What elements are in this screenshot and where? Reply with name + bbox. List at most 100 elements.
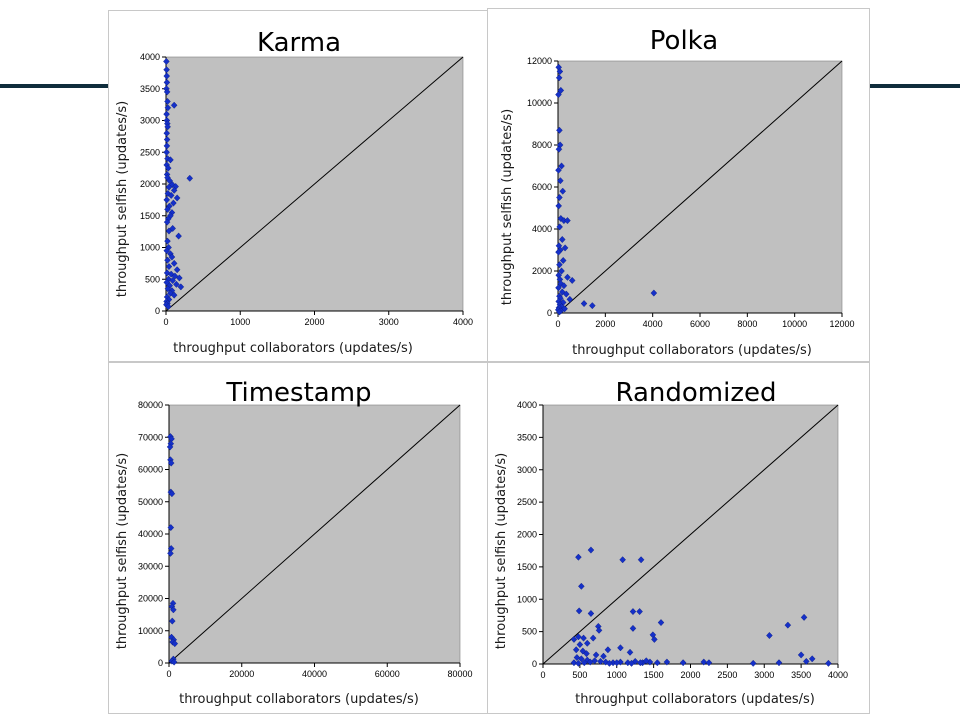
- data-point: [555, 284, 562, 292]
- data-point: [165, 263, 173, 271]
- data-point: [578, 655, 585, 663]
- data-point: [163, 129, 171, 137]
- y-tick-label: 0: [532, 659, 537, 669]
- data-point: [578, 582, 585, 590]
- x-tick-label: 2500: [717, 670, 737, 680]
- x-tick-label: 2000: [304, 317, 324, 327]
- data-point: [568, 276, 576, 284]
- title-rule-left: [0, 84, 110, 88]
- data-point: [555, 248, 562, 256]
- data-point: [557, 280, 565, 288]
- data-point: [170, 186, 178, 194]
- y-tick-label: 40000: [138, 529, 163, 539]
- data-point: [557, 86, 565, 94]
- y-tick-label: 8000: [532, 140, 552, 150]
- data-point: [629, 608, 637, 616]
- data-point: [173, 280, 180, 288]
- data-point: [642, 657, 650, 665]
- x-axis-label: throughput collaborators (updates/s): [179, 692, 419, 707]
- data-point: [583, 650, 590, 658]
- x-tick-label: 20000: [229, 669, 254, 679]
- data-point: [166, 443, 174, 451]
- chart-title: Randomized: [615, 378, 776, 408]
- data-point: [163, 247, 171, 255]
- data-point: [575, 607, 583, 615]
- karma-chart: 0 1000 2000 3000 4000 0 500 1000 1500 2000 2500 300…: [115, 28, 473, 356]
- y-tick-label: 3500: [517, 432, 537, 442]
- data-point: [580, 300, 588, 308]
- data-point: [604, 646, 612, 654]
- data-point: [556, 308, 563, 316]
- y-tick-label: 50000: [138, 497, 163, 507]
- x-tick-label: 80000: [447, 669, 472, 679]
- data-point: [165, 183, 173, 191]
- data-point: [164, 205, 171, 213]
- data-point: [164, 303, 172, 311]
- y-tick-label: 80000: [138, 400, 163, 410]
- data-point: [560, 282, 568, 290]
- data-point: [628, 659, 635, 667]
- data-point: [637, 556, 645, 564]
- data-point: [164, 190, 172, 198]
- x-tick-label: 10000: [782, 319, 807, 329]
- x-axis-label: throughput collaborators (updates/s): [575, 692, 815, 707]
- data-point: [168, 617, 176, 625]
- y-tick-label: 1500: [517, 562, 537, 572]
- x-tick-label: 0: [163, 317, 168, 327]
- x-tick-label: 0: [555, 319, 560, 329]
- x-tick-label: 4000: [643, 319, 663, 329]
- x-tick-label: 12000: [829, 319, 854, 329]
- data-point: [561, 244, 569, 252]
- x-tick-label: 3000: [379, 317, 399, 327]
- data-point: [679, 659, 687, 667]
- data-point: [600, 652, 607, 660]
- data-point: [555, 202, 562, 210]
- data-point: [177, 283, 185, 291]
- data-point: [808, 655, 816, 663]
- data-point: [602, 658, 609, 666]
- y-tick-label: 0: [155, 306, 160, 316]
- data-point: [175, 232, 182, 240]
- x-tick-label: 2000: [595, 319, 615, 329]
- data-point: [163, 57, 170, 65]
- y-tick-label: 4000: [517, 400, 537, 410]
- data-point: [163, 88, 171, 96]
- data-point: [800, 613, 808, 621]
- randomized-chart: 0 500 1000 1500 2000 2500 3000 3500 4000 0 500 1000…: [494, 378, 848, 707]
- data-point: [606, 659, 613, 667]
- data-point: [651, 635, 658, 643]
- diagonal-reference-line: [542, 404, 839, 665]
- data-point: [164, 164, 172, 172]
- data-point: [173, 266, 181, 274]
- data-point: [555, 74, 563, 82]
- data-point: [186, 174, 194, 182]
- data-point: [163, 218, 171, 226]
- data-point: [169, 224, 176, 232]
- y-tick-label: 500: [145, 274, 160, 284]
- x-tick-label: 500: [572, 670, 587, 680]
- data-point: [163, 196, 171, 204]
- x-tick-label: 1500: [644, 670, 664, 680]
- data-point: [556, 68, 564, 75]
- polka-chart-panel: 0 2000 4000 6000 8000 10000 12000 0 2000 4000 6000…: [487, 8, 870, 362]
- data-point: [570, 659, 578, 667]
- y-tick-label: 2000: [532, 266, 552, 276]
- data-point: [557, 177, 564, 185]
- y-tick-label: 4000: [140, 52, 160, 62]
- x-tick-label: 4000: [828, 670, 848, 680]
- data-point: [167, 156, 174, 164]
- data-point: [595, 626, 603, 634]
- data-point: [636, 608, 643, 616]
- data-point: [173, 194, 181, 202]
- data-point: [586, 658, 594, 666]
- data-point: [749, 659, 757, 667]
- data-point: [167, 524, 175, 532]
- data-point: [164, 237, 171, 245]
- data-point: [176, 274, 183, 282]
- data-point: [566, 295, 574, 303]
- data-point: [555, 91, 562, 99]
- data-point: [167, 549, 174, 557]
- chart-title: Karma: [257, 28, 341, 58]
- data-point: [580, 634, 587, 642]
- data-point: [170, 199, 177, 207]
